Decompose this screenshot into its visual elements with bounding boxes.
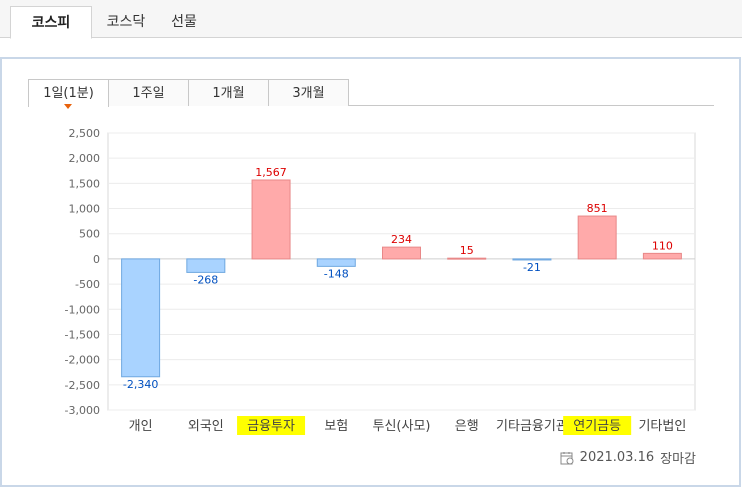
value-label-0: -2,340 <box>123 378 158 391</box>
active-tab-marker <box>64 104 72 109</box>
category-label-1: 외국인 <box>188 419 224 434</box>
y-tick-label: 0 <box>93 253 100 266</box>
category-label-2: 금융투자 <box>247 419 295 434</box>
category-label-7: 연기금등 <box>573 419 621 434</box>
category-highlight <box>563 416 632 435</box>
calendar-icon <box>560 451 574 464</box>
value-label-5: 15 <box>460 244 474 257</box>
value-label-2: 1,567 <box>255 166 287 179</box>
bar-7 <box>577 215 617 260</box>
tab-period-1week[interactable]: 1주일 <box>108 79 189 106</box>
value-label-6: -21 <box>523 261 541 274</box>
y-tick-label: -2,000 <box>65 354 100 367</box>
value-label-1: -268 <box>193 273 218 286</box>
bar-2 <box>251 179 291 260</box>
category-label-0: 개인 <box>129 419 153 434</box>
y-tick-label: -3,000 <box>65 404 100 417</box>
y-tick-label: -1,500 <box>65 328 100 341</box>
x-axis-labels: 개인 외국인 금융투자 보험 투신(사모) 은행 기타금융기관 연기금등 기타법인 <box>129 416 686 435</box>
y-tick-label: 2,500 <box>69 127 101 140</box>
y-tick-label: 500 <box>79 228 100 241</box>
tab-period-1day[interactable]: 1일(1분) <box>28 79 109 107</box>
value-label-3: -148 <box>324 267 349 280</box>
footer-status: 장마감 <box>660 452 696 467</box>
bar-4 <box>382 246 421 260</box>
category-highlight <box>237 416 306 435</box>
category-label-8: 기타법인 <box>638 419 686 434</box>
tab-kospi[interactable]: 코스피 <box>10 6 92 39</box>
y-axis-ticks: 2,500 2,000 1,500 1,000 500 0 -500 -1,000 -1,500… <box>65 127 100 417</box>
bar-6 <box>512 258 552 261</box>
y-tick-label: -2,500 <box>65 379 100 392</box>
tab-kosdaq[interactable]: 코스닥 <box>106 14 146 30</box>
bar-0 <box>121 258 161 378</box>
value-label-7: 851 <box>587 202 608 215</box>
tab-period-1month[interactable]: 1개월 <box>188 79 269 106</box>
tab-futures[interactable]: 선물 <box>171 14 197 30</box>
bar-value-labels: -2,340 -268 1,567 -148 234 15 -21 851 110 <box>123 166 673 391</box>
bar-1 <box>186 258 226 273</box>
bar-8 <box>642 252 682 260</box>
chart-bars <box>121 179 682 378</box>
y-tick-label: 2,000 <box>69 152 101 165</box>
y-tick-label: 1,000 <box>69 203 101 216</box>
y-tick-label: -500 <box>75 278 100 291</box>
category-label-5: 은행 <box>455 418 479 434</box>
category-label-4: 투신(사모) <box>373 419 431 434</box>
period-tab-baseline <box>28 105 714 106</box>
value-label-4: 234 <box>391 233 412 246</box>
footer-date: 2021.03.16 <box>579 450 655 465</box>
bar-3 <box>316 258 356 267</box>
y-tick-label: 1,500 <box>69 177 101 190</box>
bar-5 <box>447 257 487 260</box>
category-label-3: 보험 <box>324 419 348 434</box>
value-label-8: 110 <box>652 239 673 252</box>
tab-period-3month[interactable]: 3개월 <box>268 79 349 106</box>
category-label-6: 기타금융기관 <box>496 419 568 434</box>
y-tick-label: -1,000 <box>65 303 100 316</box>
chart-footer: 2021.03.16 장마감 <box>560 448 696 467</box>
market-tab-bar: 코스피 코스닥 선물 <box>0 0 742 39</box>
